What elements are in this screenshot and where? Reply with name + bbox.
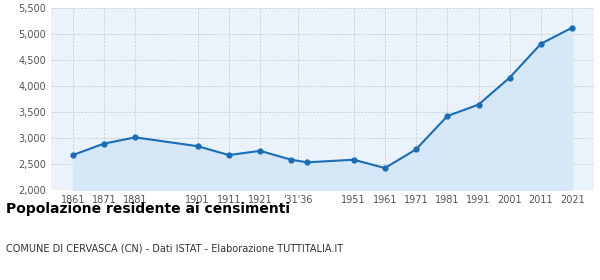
Text: Popolazione residente ai censimenti: Popolazione residente ai censimenti [6, 202, 290, 216]
Text: COMUNE DI CERVASCA (CN) - Dati ISTAT - Elaborazione TUTTITALIA.IT: COMUNE DI CERVASCA (CN) - Dati ISTAT - E… [6, 244, 343, 254]
